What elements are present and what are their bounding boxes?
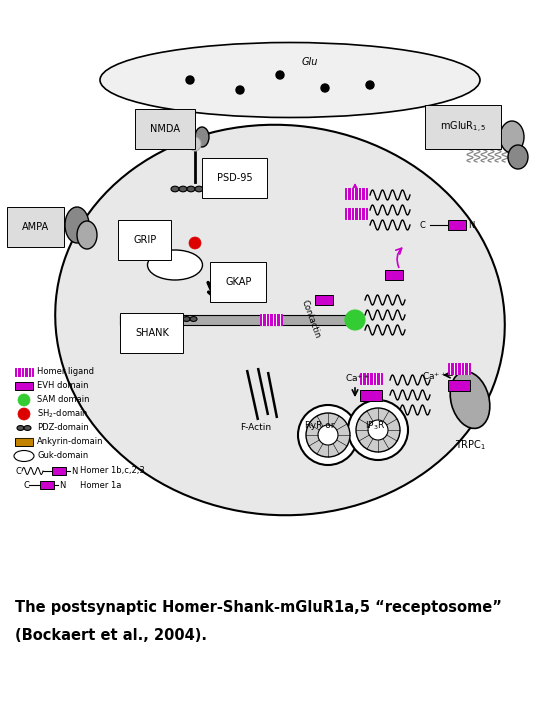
Circle shape xyxy=(18,408,30,420)
Ellipse shape xyxy=(195,127,209,147)
Ellipse shape xyxy=(147,250,202,280)
Ellipse shape xyxy=(189,137,201,151)
Ellipse shape xyxy=(187,186,195,192)
Ellipse shape xyxy=(55,125,505,516)
Text: Glu: Glu xyxy=(302,57,318,67)
Text: C: C xyxy=(23,480,29,490)
Bar xyxy=(448,363,470,374)
Circle shape xyxy=(321,84,329,92)
Ellipse shape xyxy=(450,372,490,428)
Ellipse shape xyxy=(500,121,524,153)
Text: F-Actin: F-Actin xyxy=(240,423,271,432)
Text: C: C xyxy=(15,467,21,475)
Circle shape xyxy=(366,81,374,89)
Circle shape xyxy=(368,420,388,440)
Text: GKAP: GKAP xyxy=(225,277,252,287)
Text: N: N xyxy=(468,220,474,230)
Text: (Bockaert et al., 2004).: (Bockaert et al., 2004). xyxy=(15,628,207,643)
Text: TRPC$_1$: TRPC$_1$ xyxy=(455,438,486,452)
Text: SH$_2$-domain: SH$_2$-domain xyxy=(37,408,89,420)
Circle shape xyxy=(236,86,244,94)
Text: Contactin: Contactin xyxy=(300,299,322,340)
Text: N: N xyxy=(59,480,65,490)
Ellipse shape xyxy=(508,145,528,169)
Text: Ca$^{++}$: Ca$^{++}$ xyxy=(346,372,370,384)
Text: PDZ-domain: PDZ-domain xyxy=(37,423,89,433)
Ellipse shape xyxy=(179,186,187,192)
Text: Homer 1b,c,2,3: Homer 1b,c,2,3 xyxy=(80,467,145,475)
Text: Homer ligand: Homer ligand xyxy=(37,367,94,377)
Ellipse shape xyxy=(183,317,190,321)
Circle shape xyxy=(348,400,408,460)
Ellipse shape xyxy=(181,127,195,147)
Text: Ankyrin-domain: Ankyrin-domain xyxy=(37,438,104,446)
Bar xyxy=(385,270,403,280)
Bar xyxy=(360,390,382,401)
Circle shape xyxy=(356,408,400,452)
Ellipse shape xyxy=(175,317,182,321)
Text: Guk-domain: Guk-domain xyxy=(37,451,88,461)
Circle shape xyxy=(18,394,30,406)
Ellipse shape xyxy=(14,451,34,462)
Ellipse shape xyxy=(65,207,89,243)
Ellipse shape xyxy=(171,186,179,192)
Bar xyxy=(15,382,33,390)
Circle shape xyxy=(306,413,350,457)
Text: IP$_3$R: IP$_3$R xyxy=(365,419,385,431)
Bar xyxy=(120,315,355,325)
Text: Homer 1a: Homer 1a xyxy=(80,480,122,490)
Bar xyxy=(260,314,282,325)
Ellipse shape xyxy=(211,186,219,192)
Circle shape xyxy=(298,405,358,465)
Bar xyxy=(448,380,470,391)
Text: SAM domain: SAM domain xyxy=(37,395,90,405)
Bar xyxy=(52,467,66,475)
Circle shape xyxy=(189,237,201,249)
Circle shape xyxy=(186,76,194,84)
Text: EVH domain: EVH domain xyxy=(37,382,89,390)
Ellipse shape xyxy=(17,426,24,431)
Text: NMDA: NMDA xyxy=(150,124,180,134)
Ellipse shape xyxy=(203,186,211,192)
Text: SHANK: SHANK xyxy=(135,328,169,338)
Bar xyxy=(448,220,466,230)
Circle shape xyxy=(318,425,338,445)
Text: C: C xyxy=(419,220,425,230)
Text: PSD-95: PSD-95 xyxy=(217,173,253,183)
Circle shape xyxy=(276,71,284,79)
Bar xyxy=(345,188,367,199)
Bar xyxy=(15,368,33,376)
Text: mGluR$_{1,5}$: mGluR$_{1,5}$ xyxy=(440,120,487,135)
Circle shape xyxy=(149,314,161,326)
Ellipse shape xyxy=(190,317,197,321)
Text: Ca$^{++}$: Ca$^{++}$ xyxy=(422,370,448,382)
Bar xyxy=(345,208,367,219)
Ellipse shape xyxy=(195,186,203,192)
Ellipse shape xyxy=(24,426,31,431)
Text: AMPA: AMPA xyxy=(22,222,49,232)
Bar xyxy=(40,481,54,489)
Bar xyxy=(120,315,148,325)
Ellipse shape xyxy=(77,221,97,249)
Bar xyxy=(360,373,382,384)
Circle shape xyxy=(345,310,365,330)
Ellipse shape xyxy=(100,42,480,117)
Text: GRIP: GRIP xyxy=(133,235,156,245)
Text: The postsynaptic Homer-Shank-mGluR1a,5 “receptosome”: The postsynaptic Homer-Shank-mGluR1a,5 “… xyxy=(15,600,502,615)
Bar xyxy=(315,295,333,305)
Text: N: N xyxy=(71,467,77,475)
Text: RyR or: RyR or xyxy=(305,421,335,430)
Ellipse shape xyxy=(168,317,175,321)
Bar xyxy=(15,438,33,446)
